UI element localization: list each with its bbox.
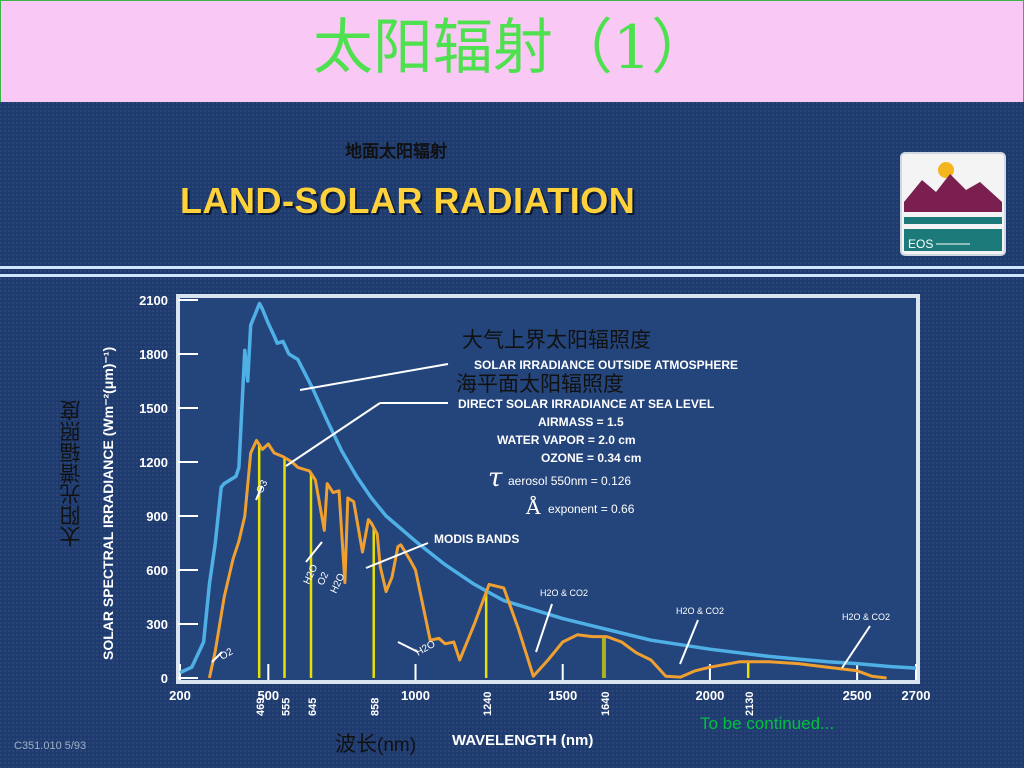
y-tick-label: 1500 xyxy=(139,401,168,416)
modis-leader-line xyxy=(365,542,429,569)
x-tick-labels: 200 500 1000 1500 2000 2500 2700 xyxy=(169,688,930,703)
x-tick-label: 1500 xyxy=(548,688,577,703)
o2-label-a: O2 xyxy=(316,570,332,587)
o2-arrow xyxy=(305,541,323,563)
o3-arrow xyxy=(255,485,263,501)
y-tick-labels: 0 300 600 900 1200 1500 1800 2100 xyxy=(139,293,168,686)
aerosol-text: aerosol 550nm = 0.126 xyxy=(508,474,631,488)
modis-band-label: 1640 xyxy=(600,692,612,716)
x-tick-label: 200 xyxy=(169,688,191,703)
cn-x-axis-label: 波长(nm) xyxy=(335,728,416,758)
h2o-co2-arrow-c xyxy=(841,625,871,669)
x-tick-label: 500 xyxy=(257,688,279,703)
divider-line-bottom xyxy=(0,274,1024,277)
axis-ticks xyxy=(178,299,917,680)
x-tick-label: 2700 xyxy=(902,688,931,703)
slide-code: C351.010 5/93 xyxy=(14,740,87,752)
cn-x-axis-text: 波长 xyxy=(335,732,377,756)
y-axis-title: SOLAR SPECTRAL IRRADIANCE (Wm⁻²(μm)⁻¹) xyxy=(100,347,116,660)
water-vapor-text: WATER VAPOR = 2.0 cm xyxy=(497,433,636,447)
tau-symbol: τ xyxy=(488,463,503,493)
modis-bands-label: MODIS BANDS xyxy=(434,532,519,546)
ozone-text: OZONE = 0.34 cm xyxy=(541,451,641,465)
y-tick-label: 2100 xyxy=(139,293,168,308)
h2o-co2-arrow-a xyxy=(535,603,553,653)
divider-line-top xyxy=(0,266,1024,269)
x-tick-label: 2500 xyxy=(843,688,872,703)
x-tick-label: 2000 xyxy=(695,688,724,703)
eos-logo: EOS xyxy=(900,152,1006,256)
chinese-land-title: 地面太阳辐射 xyxy=(345,142,447,162)
logo-text: EOS xyxy=(908,237,933,251)
o2-arrow-b xyxy=(211,651,223,663)
h2o-arrow xyxy=(397,641,419,653)
slide-title-bar: 太阳辐射（1） xyxy=(0,0,1024,103)
modis-bands xyxy=(257,444,750,678)
y-tick-label: 900 xyxy=(146,509,168,524)
y-tick-label: 1800 xyxy=(139,347,168,362)
h2o-co2-label-a: H2O & CO2 xyxy=(540,588,588,598)
slide-title: 太阳辐射（1） xyxy=(312,13,712,83)
h2o-co2-label-c: H2O & CO2 xyxy=(842,612,890,622)
airmass-text: AIRMASS = 1.5 xyxy=(538,415,624,429)
y-tick-label: 1200 xyxy=(139,455,168,470)
sea-level-label: DIRECT SOLAR IRRADIANCE AT SEA LEVEL xyxy=(458,397,714,411)
x-axis-title: WAVELENGTH (nm) xyxy=(452,732,593,749)
cn-sealevel-annotation: 海平面太阳辐照度 xyxy=(456,372,624,396)
outside-atmosphere-label: SOLAR IRRADIANCE OUTSIDE ATMOSPHERE xyxy=(474,358,738,372)
cn-x-axis-unit: (nm) xyxy=(377,735,417,756)
modis-band-label: 1240 xyxy=(482,692,494,716)
y-tick-label: 0 xyxy=(161,671,168,686)
sealevel-leader-horiz xyxy=(285,402,381,467)
o3-label: O3 xyxy=(255,478,271,495)
cn-y-axis-label: 太阳光谱辐照度 xyxy=(59,400,83,547)
modis-band-label: 555 xyxy=(281,698,293,716)
modis-band-label: 858 xyxy=(370,698,382,716)
exponent-text: exponent = 0.66 xyxy=(548,502,635,516)
outside-leader-line xyxy=(299,363,449,391)
cn-outside-annotation: 大气上界太阳辐照度 xyxy=(462,328,651,352)
y-tick-label: 600 xyxy=(146,563,168,578)
english-land-title: LAND-SOLAR RADIATION xyxy=(180,180,636,221)
angstrom-symbol: Å xyxy=(525,494,541,519)
h2o-co2-arrow-b xyxy=(679,619,699,665)
y-tick-label: 300 xyxy=(146,617,168,632)
x-tick-label: 1000 xyxy=(401,688,430,703)
to-be-continued-text: To be continued... xyxy=(700,714,835,733)
modis-band-label: 645 xyxy=(307,698,319,716)
sea-level-curve xyxy=(207,438,887,680)
modis-band-label: 2130 xyxy=(744,692,756,716)
modis-band-labels: 469 555 645 858 1240 1640 2130 xyxy=(255,692,756,716)
h2o-co2-label-b: H2O & CO2 xyxy=(676,606,724,616)
modis-band-label: 469 xyxy=(255,698,267,716)
